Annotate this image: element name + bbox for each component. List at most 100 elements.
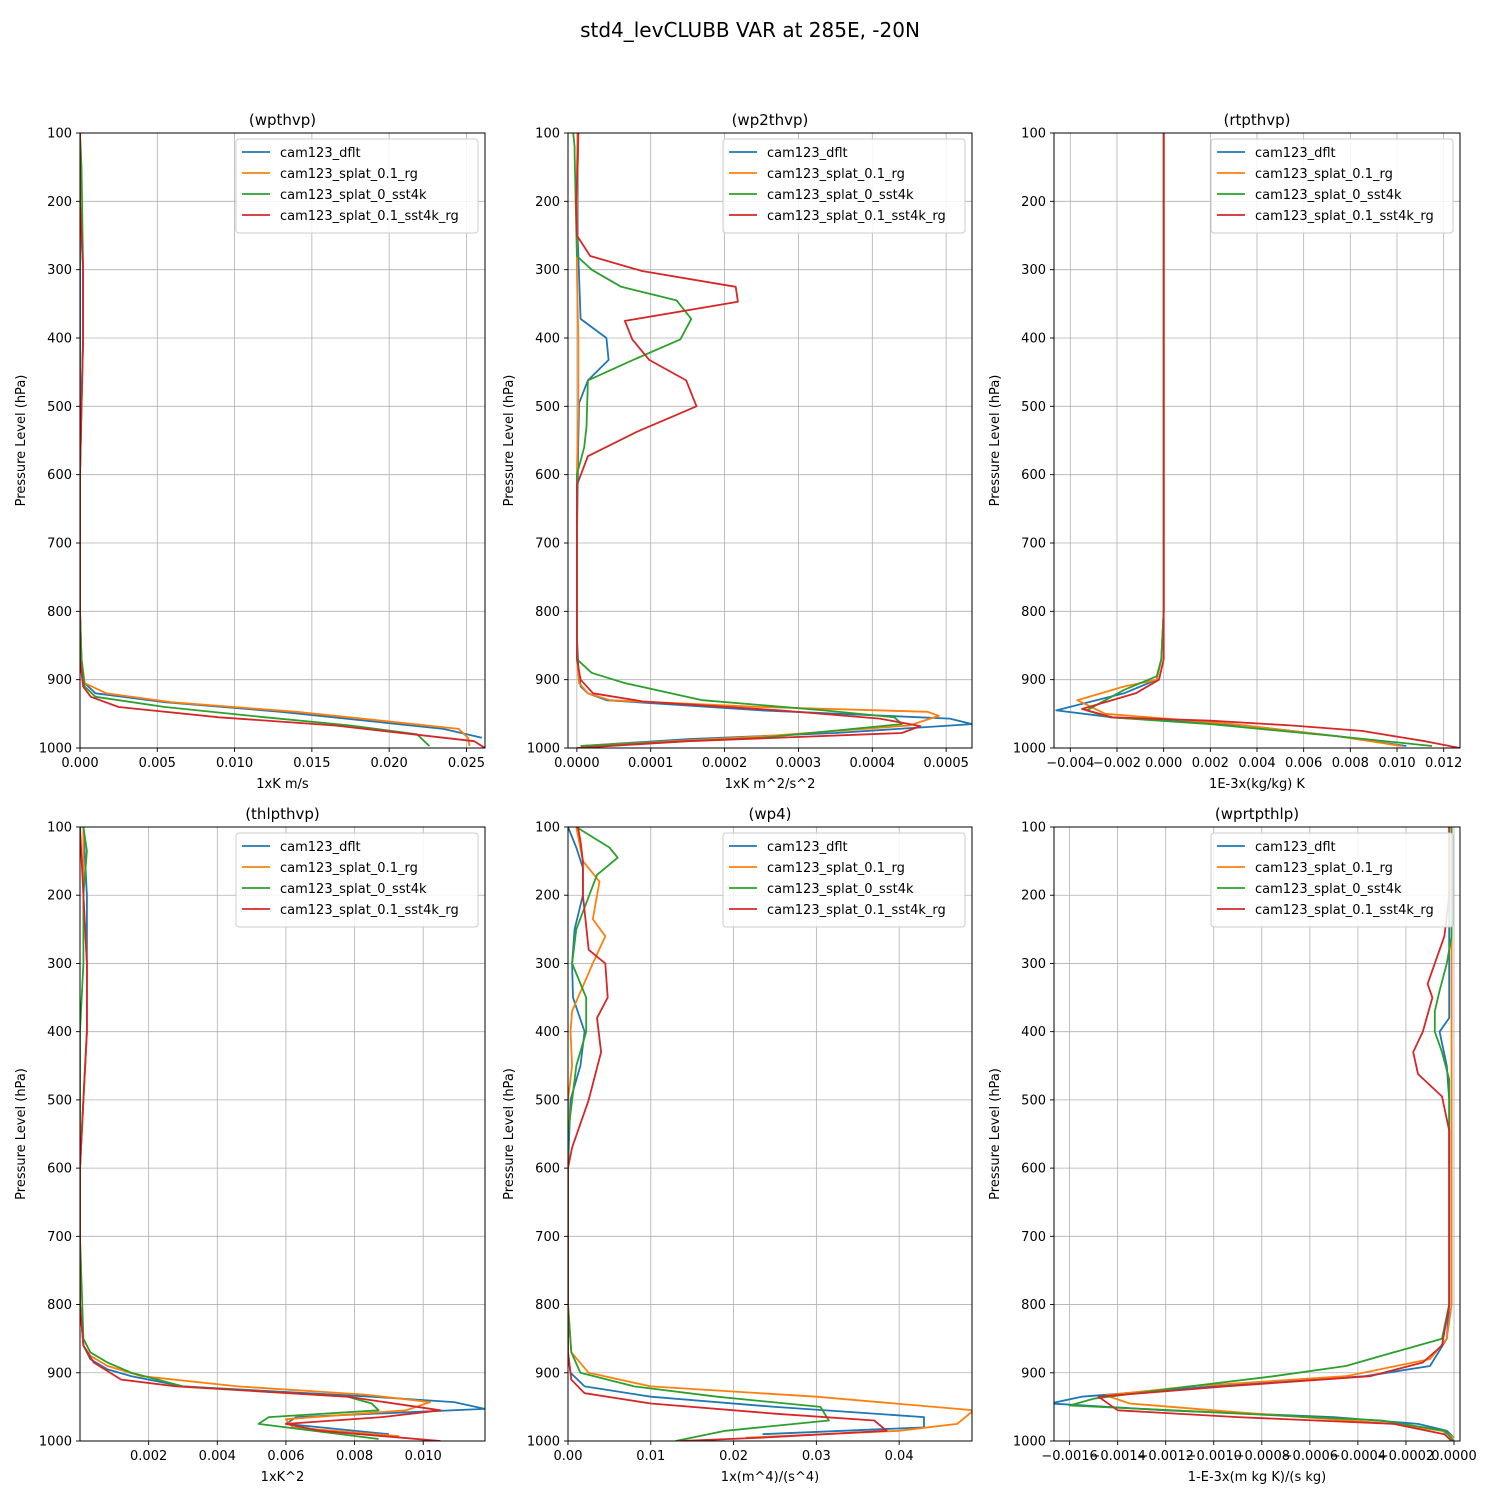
y-axis-label: Pressure Level (hPa) <box>988 1068 1003 1200</box>
y-axis-label: Pressure Level (hPa) <box>14 375 29 507</box>
legend-entry-cam123_splat_0.1_rg: cam123_splat_0.1_rg <box>767 167 905 182</box>
series-line-cam123_splat_0.1_rg <box>568 827 972 1439</box>
y-tick-label: 800 <box>47 605 72 620</box>
y-tick-label: 1000 <box>527 1435 560 1450</box>
subplot-title: (wpthvp) <box>249 111 316 129</box>
x-tick-label: −0.0006 <box>1282 1449 1338 1464</box>
x-tick-label: 0.000 <box>61 756 98 771</box>
y-tick-label: 700 <box>535 1230 560 1245</box>
y-axis-ticks: 100 200 300 400 500 600 700 800 900 1000 <box>527 821 568 1450</box>
legend-entry-cam123_splat_0.1_sst4k_rg: cam123_splat_0.1_sst4k_rg <box>767 209 946 224</box>
y-tick-label: 700 <box>47 537 72 552</box>
legend-entry-cam123_dflt: cam123_dflt <box>767 146 848 161</box>
y-axis-ticks: 100 200 300 400 500 600 700 800 900 1000 <box>39 127 80 757</box>
subplot-wprtpthlp: −0.0016−0.0014−0.0012−0.0010−0.0008−0.00… <box>988 805 1477 1485</box>
axes-frame <box>567 826 973 1442</box>
legend-box <box>722 138 966 234</box>
x-axis-label: 1E-3x(kg/kg) K <box>1209 777 1305 792</box>
y-tick-label: 600 <box>1021 1162 1046 1177</box>
subplot-title: (wp4) <box>748 805 791 823</box>
series-line-cam123_dflt <box>568 827 925 1436</box>
legend-entry-cam123_splat_0.1_sst4k_rg: cam123_splat_0.1_sst4k_rg <box>1255 903 1434 918</box>
legend-entry-cam123_splat_0.1_sst4k_rg: cam123_splat_0.1_sst4k_rg <box>767 903 946 918</box>
subplot-grid: 0.000 0.005 0.010 0.015 0.020 0.025 100 200 300 4… <box>14 111 1477 1485</box>
series-lines <box>1054 827 1455 1441</box>
x-tick-label: 0.0002 <box>702 756 748 771</box>
x-tick-label: 0.008 <box>1332 756 1369 771</box>
y-tick-label: 600 <box>1021 468 1046 483</box>
y-tick-label: 500 <box>1021 400 1046 415</box>
y-tick-label: 200 <box>47 195 72 210</box>
x-tick-label: −0.0004 <box>1330 1449 1386 1464</box>
x-tick-label: 0.008 <box>336 1449 373 1464</box>
y-tick-label: 1000 <box>527 742 560 757</box>
legend-entry-cam123_dflt: cam123_dflt <box>1255 146 1336 161</box>
x-tick-label: 0.015 <box>293 756 330 771</box>
y-tick-label: 300 <box>47 263 72 278</box>
legend-entry-cam123_splat_0_sst4k: cam123_splat_0_sst4k <box>767 882 914 897</box>
x-tick-label: 0.0005 <box>923 756 969 771</box>
legend-entry-cam123_splat_0_sst4k: cam123_splat_0_sst4k <box>1255 188 1402 203</box>
legend: cam123_dflt cam123_splat_0.1_rg cam123_spl… <box>1210 138 1454 234</box>
y-tick-label: 300 <box>47 957 72 972</box>
series-lines <box>572 133 972 748</box>
x-tick-label: 0.006 <box>267 1449 304 1464</box>
x-tick-label: 0.03 <box>802 1449 831 1464</box>
x-tick-label: 0.0001 <box>628 756 674 771</box>
y-tick-label: 500 <box>535 400 560 415</box>
legend-entry-cam123_splat_0.1_sst4k_rg: cam123_splat_0.1_sst4k_rg <box>1255 209 1434 224</box>
y-axis-label: Pressure Level (hPa) <box>988 375 1003 507</box>
y-tick-label: 500 <box>47 1093 72 1108</box>
y-tick-label: 600 <box>47 468 72 483</box>
y-tick-label: 500 <box>47 400 72 415</box>
x-tick-label: 0.004 <box>1238 756 1275 771</box>
y-tick-label: 800 <box>535 1298 560 1313</box>
y-tick-label: 600 <box>535 468 560 483</box>
y-tick-label: 1000 <box>1013 742 1046 757</box>
series-line-cam123_splat_0.1_sst4k_rg <box>1081 133 1460 748</box>
legend-entry-cam123_splat_0.1_rg: cam123_splat_0.1_rg <box>1255 167 1393 182</box>
series-line-cam123_splat_0.1_sst4k_rg <box>80 827 442 1441</box>
x-tick-label: 0.012 <box>1425 756 1462 771</box>
y-tick-label: 200 <box>1021 195 1046 210</box>
x-axis-ticks: −0.0016−0.0014−0.0012−0.0010−0.0008−0.00… <box>1041 1441 1477 1464</box>
y-tick-label: 100 <box>47 821 72 836</box>
x-tick-label: 0.010 <box>1378 756 1415 771</box>
y-tick-label: 500 <box>1021 1093 1046 1108</box>
gridlines <box>1054 826 1460 1442</box>
legend-entry-cam123_splat_0_sst4k: cam123_splat_0_sst4k <box>280 882 427 897</box>
series-line-cam123_splat_0.1_sst4k_rg <box>568 827 888 1441</box>
y-axis-label: Pressure Level (hPa) <box>502 1068 517 1200</box>
x-tick-label: −0.0012 <box>1138 1449 1194 1464</box>
y-tick-label: 800 <box>1021 1298 1046 1313</box>
y-tick-label: 800 <box>1021 605 1046 620</box>
y-tick-label: 200 <box>47 889 72 904</box>
x-axis-label: 1x(m^4)/(s^4) <box>721 1470 819 1485</box>
y-tick-label: 1000 <box>39 742 72 757</box>
y-tick-label: 200 <box>535 195 560 210</box>
subplot-title: (rtpthvp) <box>1223 111 1290 129</box>
y-tick-label: 200 <box>1021 889 1046 904</box>
legend-entry-cam123_dflt: cam123_dflt <box>1255 840 1336 855</box>
legend: cam123_dflt cam123_splat_0.1_rg cam123_spl… <box>722 138 966 234</box>
y-tick-label: 300 <box>535 263 560 278</box>
legend-entry-cam123_dflt: cam123_dflt <box>280 146 361 161</box>
series-line-cam123_splat_0.1_sst4k_rg <box>1097 827 1453 1441</box>
y-tick-label: 200 <box>535 889 560 904</box>
x-tick-label: 0.01 <box>636 1449 665 1464</box>
y-axis-ticks: 100 200 300 400 500 600 700 800 900 1000 <box>1013 127 1054 757</box>
x-tick-label: 0.025 <box>448 756 485 771</box>
x-axis-ticks: 0.002 0.004 0.006 0.008 0.010 <box>130 1441 442 1464</box>
y-tick-label: 600 <box>47 1162 72 1177</box>
legend-entry-cam123_splat_0.1_rg: cam123_splat_0.1_rg <box>767 861 905 876</box>
x-tick-label: 0.005 <box>139 756 176 771</box>
series-line-cam123_splat_0.1_sst4k_rg <box>575 133 922 748</box>
series-line-cam123_splat_0_sst4k <box>572 133 903 747</box>
legend: cam123_dflt cam123_splat_0.1_rg cam123_spl… <box>1210 832 1454 928</box>
x-axis-label: 1xK^2 <box>261 1470 305 1485</box>
legend-entry-cam123_splat_0_sst4k: cam123_splat_0_sst4k <box>1255 882 1402 897</box>
y-tick-label: 900 <box>535 673 560 688</box>
x-tick-label: −0.002 <box>1093 756 1141 771</box>
